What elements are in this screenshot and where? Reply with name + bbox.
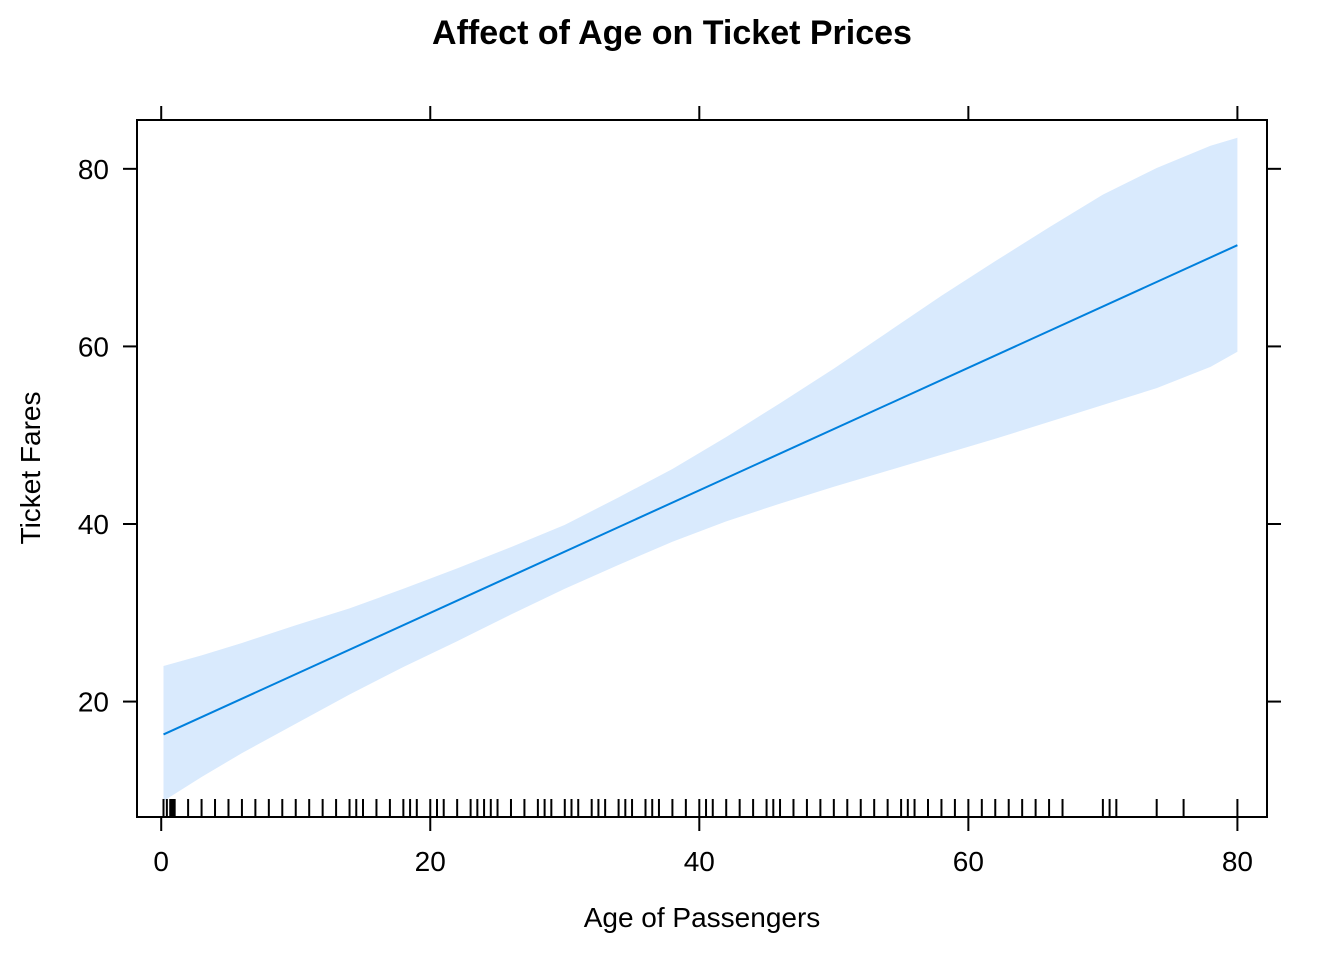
y-tick-label: 20 — [78, 687, 109, 718]
chart-title: Affect of Age on Ticket Prices — [432, 14, 912, 52]
confidence-band-layer — [163, 137, 1238, 802]
x-axis: 0 20 40 60 80 — [153, 106, 1253, 877]
x-tick-label: 80 — [1222, 846, 1253, 877]
confidence-band — [163, 137, 1238, 802]
plot-frame — [136, 119, 1268, 818]
x-tick-label: 20 — [415, 846, 446, 877]
fit-line-layer — [163, 244, 1238, 736]
rug-layer — [162, 799, 1239, 817]
y-tick-label: 80 — [78, 154, 109, 185]
x-axis-label: Age of Passengers — [584, 902, 821, 933]
x-tick-label: 60 — [953, 846, 984, 877]
y-axis-label: Ticket Fares — [15, 392, 46, 545]
y-tick-label: 40 — [78, 509, 109, 540]
x-tick-label: 0 — [153, 846, 169, 877]
y-tick-label: 60 — [78, 331, 109, 362]
y-axis: 20 40 60 80 — [78, 154, 1281, 718]
fit-line — [163, 244, 1238, 736]
x-tick-label: 40 — [684, 846, 715, 877]
